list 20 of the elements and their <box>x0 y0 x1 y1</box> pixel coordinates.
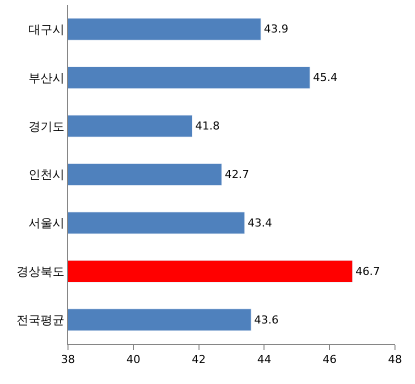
data-label: 43.9 <box>264 22 288 36</box>
y-tick-label: 서울시 <box>28 216 65 230</box>
x-tick-label: 40 <box>126 353 140 366</box>
data-label: 41.8 <box>195 120 220 133</box>
data-label: 43.4 <box>248 216 272 230</box>
data-label: 42.7 <box>224 168 250 181</box>
x-tick-label: 38 <box>61 353 75 366</box>
y-tick-label: 전국평균 <box>16 312 65 327</box>
x-tick-label: 42 <box>192 353 206 366</box>
x-tick-label: 48 <box>388 353 402 366</box>
data-label: 43.6 <box>254 313 279 326</box>
y-tick-label: 인천시 <box>28 168 65 182</box>
data-label: 46.7 <box>355 264 380 278</box>
x-tick-label: 44 <box>257 353 272 366</box>
y-tick-label: 부산시 <box>28 70 65 85</box>
y-tick-label: 대구시 <box>28 22 65 36</box>
x-tick-label: 46 <box>322 353 337 366</box>
data-label: 45.4 <box>312 71 338 84</box>
y-tick-label: 경기도 <box>28 119 65 134</box>
y-tick-label: 경상북도 <box>16 264 65 279</box>
